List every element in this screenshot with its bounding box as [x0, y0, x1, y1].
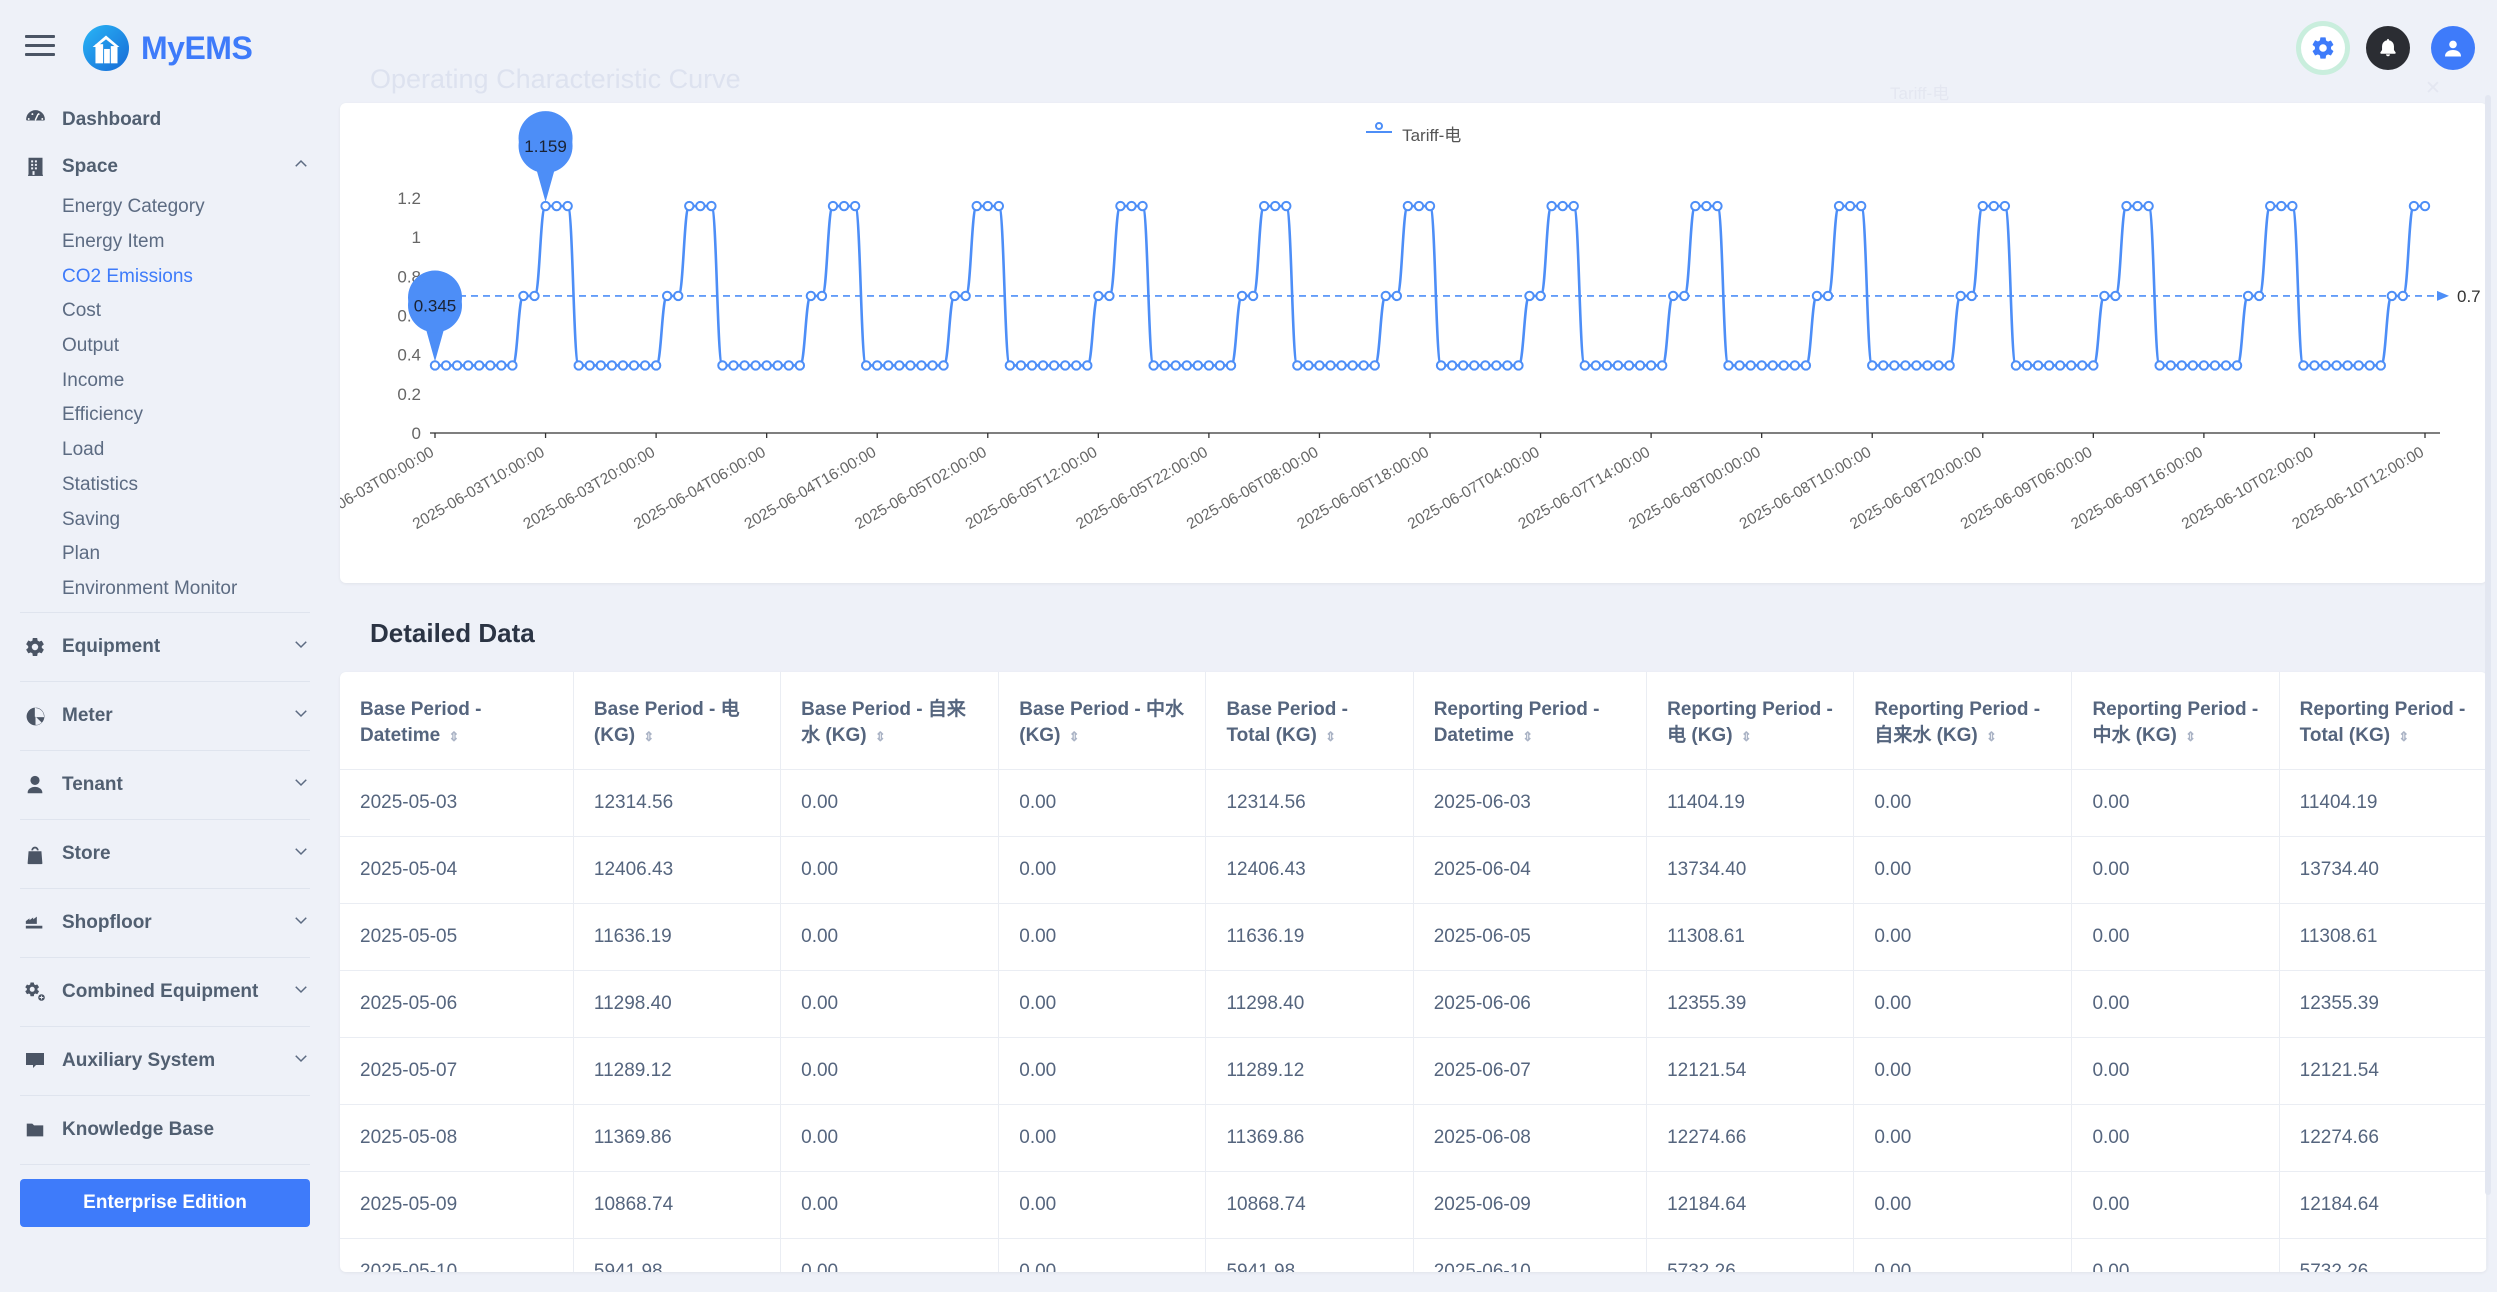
- svg-text:1: 1: [412, 228, 421, 247]
- svg-text:1.2: 1.2: [397, 189, 421, 208]
- svg-text:0.345: 0.345: [414, 296, 457, 315]
- svg-text:0.2: 0.2: [397, 385, 421, 404]
- svg-text:0.4: 0.4: [397, 346, 421, 365]
- svg-text:0: 0: [412, 424, 421, 443]
- svg-text:0.7: 0.7: [2457, 287, 2481, 306]
